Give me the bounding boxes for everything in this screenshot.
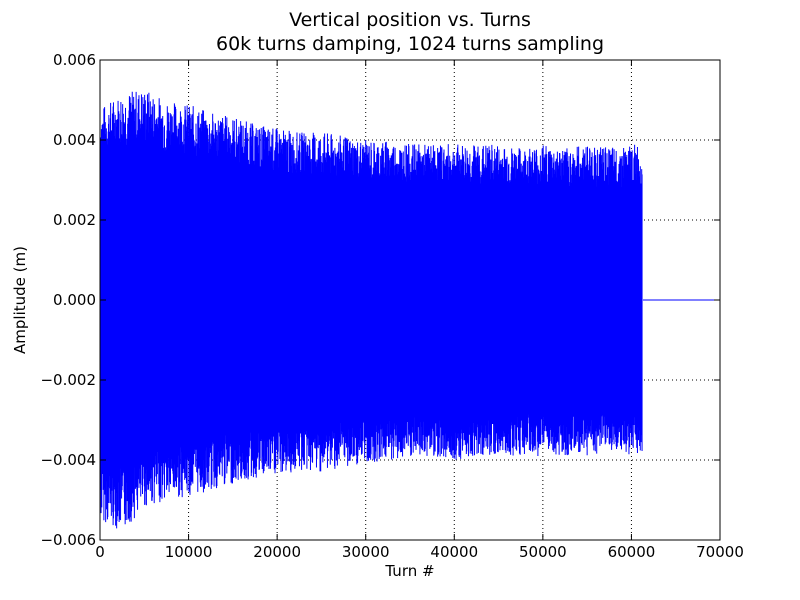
x-tick-label: 50000 xyxy=(519,543,567,561)
x-tick-label: 40000 xyxy=(430,543,478,561)
y-tick-label: −0.006 xyxy=(40,531,96,549)
x-tick-label: 60000 xyxy=(608,543,656,561)
x-axis-label: Turn # xyxy=(384,562,434,580)
data-layer xyxy=(99,91,720,529)
x-tick-label: 10000 xyxy=(165,543,213,561)
y-tick-label: −0.004 xyxy=(40,451,96,469)
y-tick-label: −0.002 xyxy=(40,371,96,389)
y-tick-label: 0.002 xyxy=(53,211,96,229)
x-tick-label: 70000 xyxy=(696,543,744,561)
y-tick-label: 0.000 xyxy=(53,291,96,309)
chart-subtitle: 60k turns damping, 1024 turns sampling xyxy=(216,33,604,55)
x-tick-label: 0 xyxy=(95,543,105,561)
x-tick-label: 20000 xyxy=(253,543,301,561)
series-core-band xyxy=(100,168,643,443)
y-tick-label: 0.004 xyxy=(53,131,96,149)
y-axis-label: Amplitude (m) xyxy=(11,246,29,354)
tick-layer: 0 10000 20000 30000 40000 50000 60000 70000 −0.0… xyxy=(40,51,743,561)
y-tick-label: 0.006 xyxy=(53,51,96,69)
x-tick-label: 30000 xyxy=(342,543,390,561)
chart-title: Vertical position vs. Turns xyxy=(289,9,531,31)
